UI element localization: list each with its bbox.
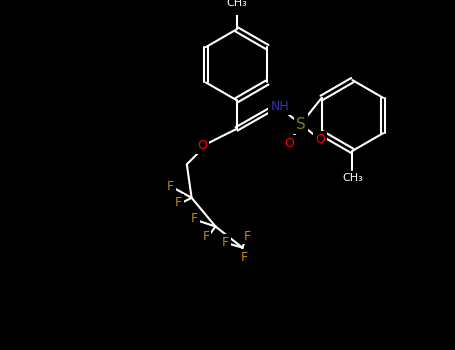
Text: F: F (202, 230, 209, 243)
Text: F: F (191, 212, 198, 225)
Text: O: O (284, 137, 294, 150)
Text: CH₃: CH₃ (226, 0, 247, 8)
Text: S: S (296, 117, 306, 132)
Text: O: O (315, 133, 325, 146)
Text: NH: NH (270, 100, 289, 113)
Text: F: F (167, 180, 174, 193)
Text: CH₃: CH₃ (342, 173, 363, 183)
Text: F: F (175, 196, 182, 209)
Text: F: F (241, 251, 248, 264)
Text: F: F (243, 230, 251, 243)
Text: F: F (222, 236, 229, 249)
Text: O: O (197, 139, 207, 152)
